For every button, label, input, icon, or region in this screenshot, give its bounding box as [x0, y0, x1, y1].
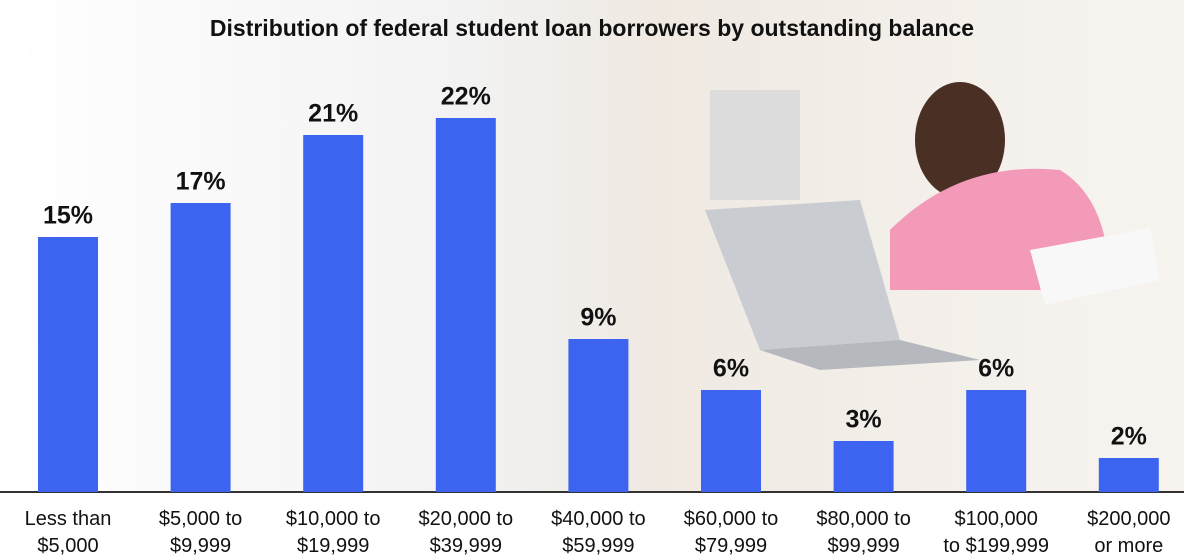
x-tick-label: $200,000 or more — [1087, 508, 1171, 557]
bar — [701, 390, 761, 492]
x-tick-label: $5,000 to $9,999 — [158, 508, 243, 557]
value-label: 3% — [846, 406, 882, 434]
chart-title: Distribution of federal student loan bor… — [210, 15, 974, 41]
bar — [170, 203, 231, 492]
bar — [833, 441, 894, 492]
x-tick-label: $60,000 to $79,999 — [683, 508, 779, 557]
x-tick-label: Less than $5,000 — [24, 508, 112, 557]
x-tick-label: $10,000 to $19,999 — [285, 508, 381, 557]
photo-laptop — [705, 200, 900, 350]
bar — [1098, 458, 1159, 492]
photo-tv — [710, 90, 800, 200]
background-curve — [0, 0, 110, 492]
x-tick-label: $40,000 to $59,999 — [551, 508, 646, 557]
bar — [966, 390, 1027, 492]
value-label: 6% — [978, 355, 1014, 383]
value-label: 21% — [308, 100, 358, 128]
x-tick-label: $80,000 to $99,999 — [816, 508, 911, 557]
value-label: 17% — [176, 168, 226, 196]
photo-hair — [915, 82, 1005, 198]
bar — [303, 135, 364, 492]
value-label: 2% — [1111, 423, 1147, 451]
x-tick-label: $20,000 to $39,999 — [418, 508, 514, 557]
bar — [435, 118, 496, 492]
bar — [568, 339, 629, 492]
value-label: 22% — [441, 83, 491, 111]
value-label: 9% — [580, 304, 616, 332]
value-label: 15% — [43, 202, 93, 230]
value-label: 6% — [713, 355, 749, 383]
photo-paper — [1030, 228, 1160, 305]
bar — [38, 237, 98, 492]
photo-laptop-base — [760, 340, 980, 370]
x-tick-label: $100,000 to $199,999 — [943, 508, 1050, 557]
